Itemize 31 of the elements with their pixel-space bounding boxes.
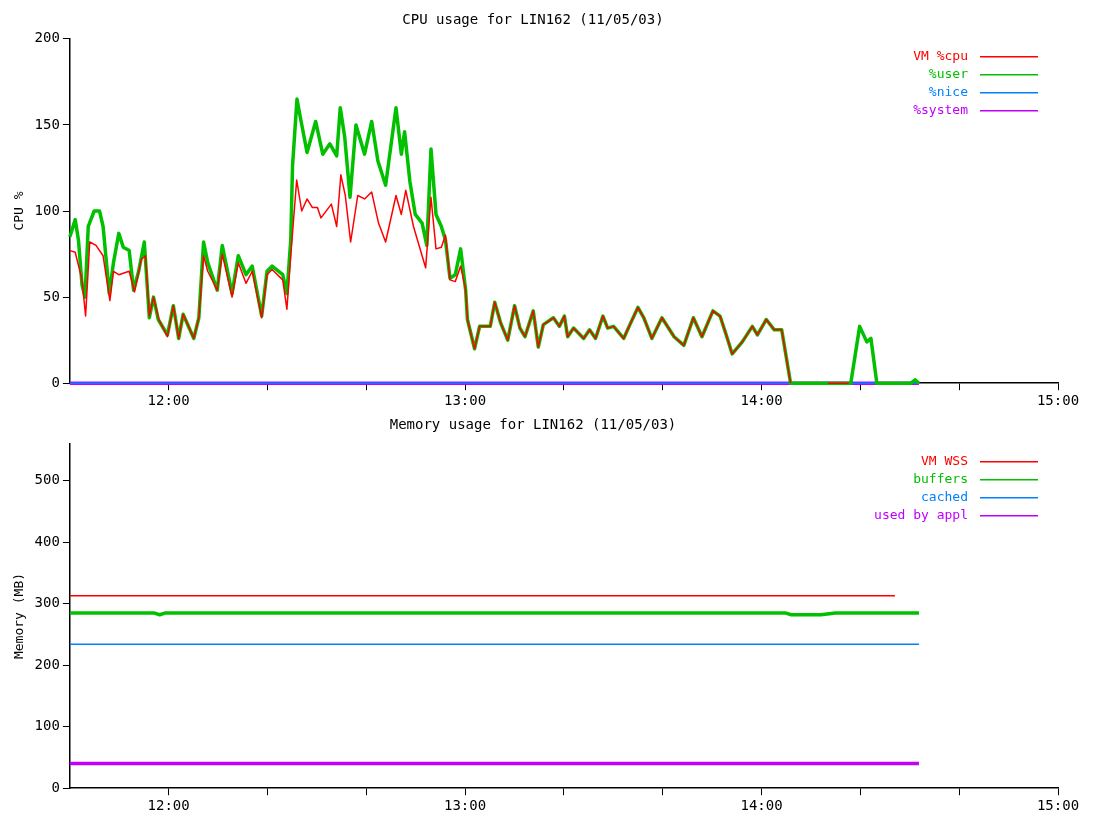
x-tick-label: 14:00 — [740, 797, 783, 814]
x-tick-label: 14:00 — [740, 392, 783, 409]
legend-label: used by appl — [874, 507, 968, 523]
x-tick-label: 13:00 — [443, 797, 487, 814]
chart-title: Memory usage for LIN162 (11/05/03) — [389, 416, 677, 433]
x-tick-label: 15:00 — [1036, 392, 1080, 409]
x-tick-label: 12:00 — [147, 797, 190, 814]
legend-label: %nice — [928, 84, 969, 100]
y-tick-label: 200 — [34, 29, 60, 46]
y-axis-title: CPU % — [11, 191, 27, 231]
legend-label: %user — [928, 66, 969, 82]
y-tick-label: 400 — [34, 532, 60, 549]
y-tick-label: 100 — [34, 717, 60, 734]
chart-title: CPU usage for LIN162 (11/05/03) — [402, 11, 664, 28]
x-tick-label: 12:00 — [147, 392, 190, 409]
y-tick-label: 100 — [34, 201, 60, 218]
legend-label: VM %cpu — [913, 48, 968, 64]
y-tick-label: 0 — [51, 373, 60, 390]
y-tick-label: 200 — [34, 655, 60, 672]
x-tick-label: 15:00 — [1036, 797, 1080, 814]
y-axis-title: Memory (MB) — [11, 572, 27, 660]
x-tick-label: 13:00 — [443, 392, 487, 409]
y-tick-label: 500 — [34, 471, 60, 488]
legend-label: cached — [921, 489, 968, 505]
legend-label: %system — [913, 102, 969, 118]
y-tick-label: 300 — [34, 594, 60, 611]
y-tick-label: 0 — [51, 778, 60, 795]
y-tick-label: 50 — [43, 287, 60, 304]
legend-label: VM WSS — [921, 453, 968, 469]
y-tick-label: 150 — [34, 115, 60, 132]
legend-label: buffers — [913, 471, 968, 487]
